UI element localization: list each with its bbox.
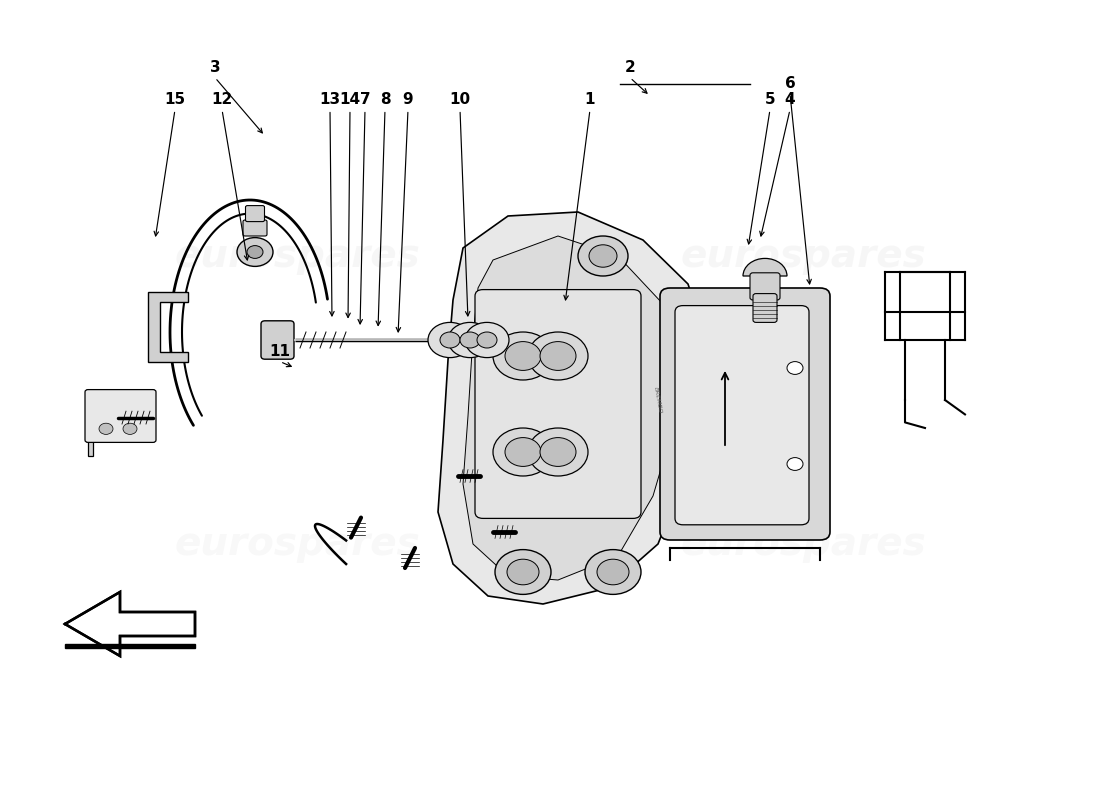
Circle shape — [440, 332, 460, 348]
Text: 3: 3 — [210, 61, 220, 75]
Text: 8: 8 — [379, 93, 390, 107]
Bar — [88, 404, 143, 408]
FancyBboxPatch shape — [243, 220, 267, 236]
Bar — [88, 392, 94, 456]
Text: eurospares: eurospares — [174, 237, 420, 275]
Circle shape — [578, 236, 628, 276]
Polygon shape — [65, 592, 195, 656]
Text: 10: 10 — [450, 93, 471, 107]
Text: eurospares: eurospares — [174, 525, 420, 563]
Text: 7: 7 — [360, 93, 371, 107]
Text: 6: 6 — [784, 77, 795, 91]
FancyBboxPatch shape — [660, 288, 830, 540]
Text: 15: 15 — [164, 93, 186, 107]
Circle shape — [460, 332, 480, 348]
Circle shape — [507, 559, 539, 585]
Circle shape — [505, 438, 541, 466]
Circle shape — [448, 322, 492, 358]
FancyBboxPatch shape — [475, 290, 641, 518]
Circle shape — [99, 423, 113, 434]
Text: 12: 12 — [211, 93, 232, 107]
Polygon shape — [148, 292, 188, 362]
Wedge shape — [742, 258, 786, 276]
Polygon shape — [65, 644, 195, 648]
Text: 1: 1 — [585, 93, 595, 107]
Circle shape — [493, 332, 553, 380]
Text: eurospares: eurospares — [680, 525, 926, 563]
Text: 2: 2 — [625, 61, 636, 75]
Circle shape — [528, 428, 588, 476]
FancyBboxPatch shape — [245, 206, 264, 222]
Circle shape — [477, 332, 497, 348]
Polygon shape — [463, 236, 678, 580]
Text: BREMBO: BREMBO — [653, 386, 663, 414]
Circle shape — [540, 342, 576, 370]
Text: 9: 9 — [403, 93, 414, 107]
FancyBboxPatch shape — [85, 390, 156, 442]
Circle shape — [495, 550, 551, 594]
Circle shape — [528, 332, 588, 380]
FancyBboxPatch shape — [754, 294, 777, 322]
Circle shape — [540, 438, 576, 466]
FancyBboxPatch shape — [750, 273, 780, 300]
Text: 4: 4 — [784, 93, 795, 107]
Text: 14: 14 — [340, 93, 361, 107]
Circle shape — [465, 322, 509, 358]
Circle shape — [236, 238, 273, 266]
Circle shape — [786, 458, 803, 470]
Circle shape — [248, 246, 263, 258]
Circle shape — [588, 245, 617, 267]
Text: eurospares: eurospares — [680, 237, 926, 275]
Circle shape — [505, 342, 541, 370]
FancyBboxPatch shape — [675, 306, 808, 525]
FancyBboxPatch shape — [261, 321, 294, 359]
Text: 11: 11 — [270, 345, 290, 359]
Circle shape — [428, 322, 472, 358]
Circle shape — [123, 423, 138, 434]
Polygon shape — [438, 212, 708, 604]
Text: 13: 13 — [319, 93, 341, 107]
Circle shape — [493, 428, 553, 476]
Circle shape — [597, 559, 629, 585]
Circle shape — [786, 362, 803, 374]
Text: 5: 5 — [764, 93, 776, 107]
Circle shape — [585, 550, 641, 594]
